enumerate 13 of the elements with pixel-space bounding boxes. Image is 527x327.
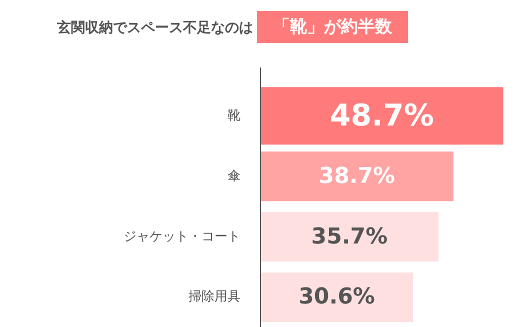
y-tick-label: ジャケット・コート	[124, 229, 240, 244]
data-label: 38.7%	[318, 164, 396, 189]
chart-title: 玄関収納でスペース不足なのは	[57, 20, 253, 36]
chart-subtitle: 「靴」が約半数	[257, 11, 408, 43]
data-label: 48.7%	[330, 98, 434, 134]
y-tick-label: 傘	[228, 168, 240, 184]
bar	[260, 272, 414, 322]
bar	[260, 152, 454, 202]
data-label: 35.7%	[311, 224, 388, 250]
data-label: 30.6%	[298, 284, 375, 310]
y-tick-label: 靴	[228, 108, 240, 124]
bar	[260, 212, 438, 262]
y-tick-label: 掃除用具	[188, 290, 240, 305]
